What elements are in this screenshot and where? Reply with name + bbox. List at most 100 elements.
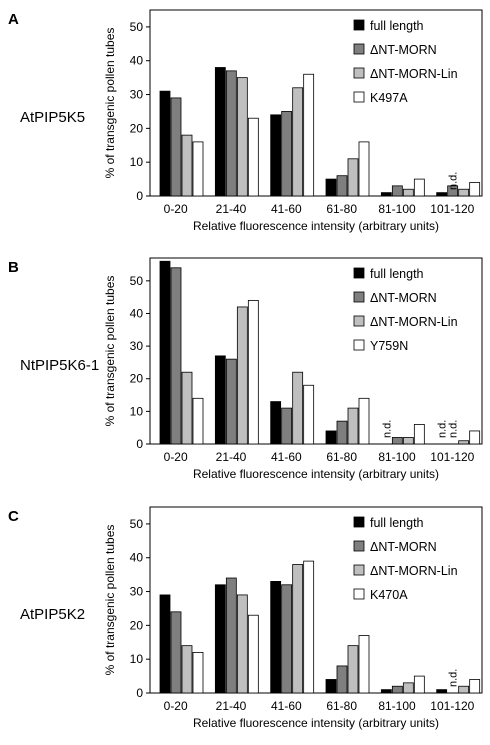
y-tick-label: 50: [130, 274, 144, 288]
bar: [358, 635, 370, 694]
x-tick-label: 81-100: [378, 450, 416, 464]
x-axis-title: Relative fluorescence intensity (arbitra…: [193, 467, 439, 481]
bar: [336, 175, 348, 197]
bar: [469, 430, 481, 445]
x-axis-title: Relative fluorescence intensity (arbitra…: [193, 716, 439, 730]
bar: [192, 652, 204, 694]
panel-letter: C: [8, 508, 19, 525]
panel-a: A AtPIP5K5 % of transgenic pollen tubes 0 10…: [0, 0, 490, 248]
legend-swatch: [353, 588, 365, 600]
bar: [247, 117, 259, 197]
bar: [436, 192, 448, 197]
bar: [325, 178, 337, 197]
bar: [347, 158, 359, 197]
bar: [458, 685, 470, 694]
bar: [270, 114, 282, 197]
bar: [292, 371, 304, 445]
y-tick-label: 20: [130, 121, 144, 135]
bar: [236, 306, 248, 445]
x-tick-label: 0-20: [164, 699, 188, 713]
bar: [159, 260, 171, 445]
y-tick-label: 50: [130, 20, 144, 34]
y-tick-label: 30: [130, 339, 144, 353]
bar: [413, 675, 425, 694]
x-tick-label: 41-60: [271, 699, 302, 713]
nd-annotation: n.d.: [448, 420, 460, 438]
bar: [214, 67, 226, 197]
chart-svg-b: B NtPIP5K6-1 % of transgenic pollen tubes 0…: [8, 257, 483, 481]
y-axis-title: % of transgenic pollen tubes: [103, 525, 117, 676]
x-tick-label: 61-80: [326, 450, 357, 464]
bar: [214, 355, 226, 445]
bar: [247, 614, 259, 694]
bar: [170, 611, 182, 694]
bar: [225, 70, 237, 197]
bar: [192, 141, 204, 197]
bar: [192, 397, 204, 445]
bar: [358, 397, 370, 445]
legend-label: full length: [370, 267, 424, 281]
y-tick-label: 10: [130, 652, 144, 666]
y-tick-label: 50: [130, 517, 144, 531]
legend-swatch: [353, 540, 365, 552]
x-tick-label: 21-40: [216, 450, 247, 464]
bar: [402, 682, 414, 694]
legend-label: ΔNT-MORN: [370, 540, 437, 554]
bar: [402, 437, 414, 445]
legend-swatch: [353, 315, 365, 327]
bar: [236, 594, 248, 694]
bar: [413, 178, 425, 197]
x-tick-label: 81-100: [378, 202, 416, 216]
legend-swatch: [353, 564, 365, 576]
x-tick-label: 21-40: [216, 699, 247, 713]
bar: [236, 77, 248, 197]
y-axis-title: % of transgenic pollen tubes: [103, 276, 117, 427]
x-tick-label: 21-40: [216, 202, 247, 216]
legend-label: K470A: [370, 588, 408, 602]
bar: [170, 97, 182, 197]
legend-swatch: [353, 43, 365, 55]
bar: [292, 87, 304, 197]
x-tick-label: 101-120: [430, 450, 474, 464]
nd-annotation: n.d.: [448, 172, 460, 190]
y-tick-label: 40: [130, 54, 144, 68]
y-tick-label: 0: [136, 686, 143, 700]
bar: [391, 185, 403, 197]
nd-annotation: n.d.: [448, 669, 460, 687]
gene-label: AtPIP5K5: [20, 109, 85, 126]
legend-label: ΔNT-MORN-Lin: [370, 564, 458, 578]
bar: [170, 267, 182, 445]
panel-c: C AtPIP5K2 % of transgenic pollen tubes 0 10…: [0, 497, 490, 745]
legend-label: ΔNT-MORN: [370, 43, 437, 57]
bar: [281, 111, 293, 197]
legend-label: full length: [370, 516, 424, 530]
bar: [270, 401, 282, 445]
y-tick-label: 0: [136, 437, 143, 451]
plot-frame: [149, 506, 483, 694]
bar: [358, 141, 370, 197]
y-tick-label: 20: [130, 372, 144, 386]
bar: [391, 685, 403, 694]
bar: [270, 581, 282, 694]
bar: [347, 407, 359, 445]
legend-label: ΔNT-MORN-Lin: [370, 67, 458, 81]
bar: [325, 430, 337, 445]
panel-letter: A: [8, 11, 19, 28]
bar: [225, 358, 237, 445]
y-tick-label: 10: [130, 404, 144, 418]
y-tick-label: 30: [130, 585, 144, 599]
bar: [159, 90, 171, 197]
bar: [391, 437, 403, 445]
x-tick-label: 101-120: [430, 202, 474, 216]
bar: [292, 564, 304, 694]
y-axis-title: % of transgenic pollen tubes: [103, 28, 117, 179]
plot-frame: [149, 257, 483, 445]
panel-letter: B: [8, 259, 19, 276]
bar: [336, 420, 348, 445]
legend-label: full length: [370, 19, 424, 33]
legend-label: Y759N: [370, 339, 408, 353]
bar: [181, 134, 193, 197]
y-tick-label: 30: [130, 88, 144, 102]
legend-label: ΔNT-MORN-Lin: [370, 315, 458, 329]
gene-label: AtPIP5K2: [20, 606, 85, 623]
